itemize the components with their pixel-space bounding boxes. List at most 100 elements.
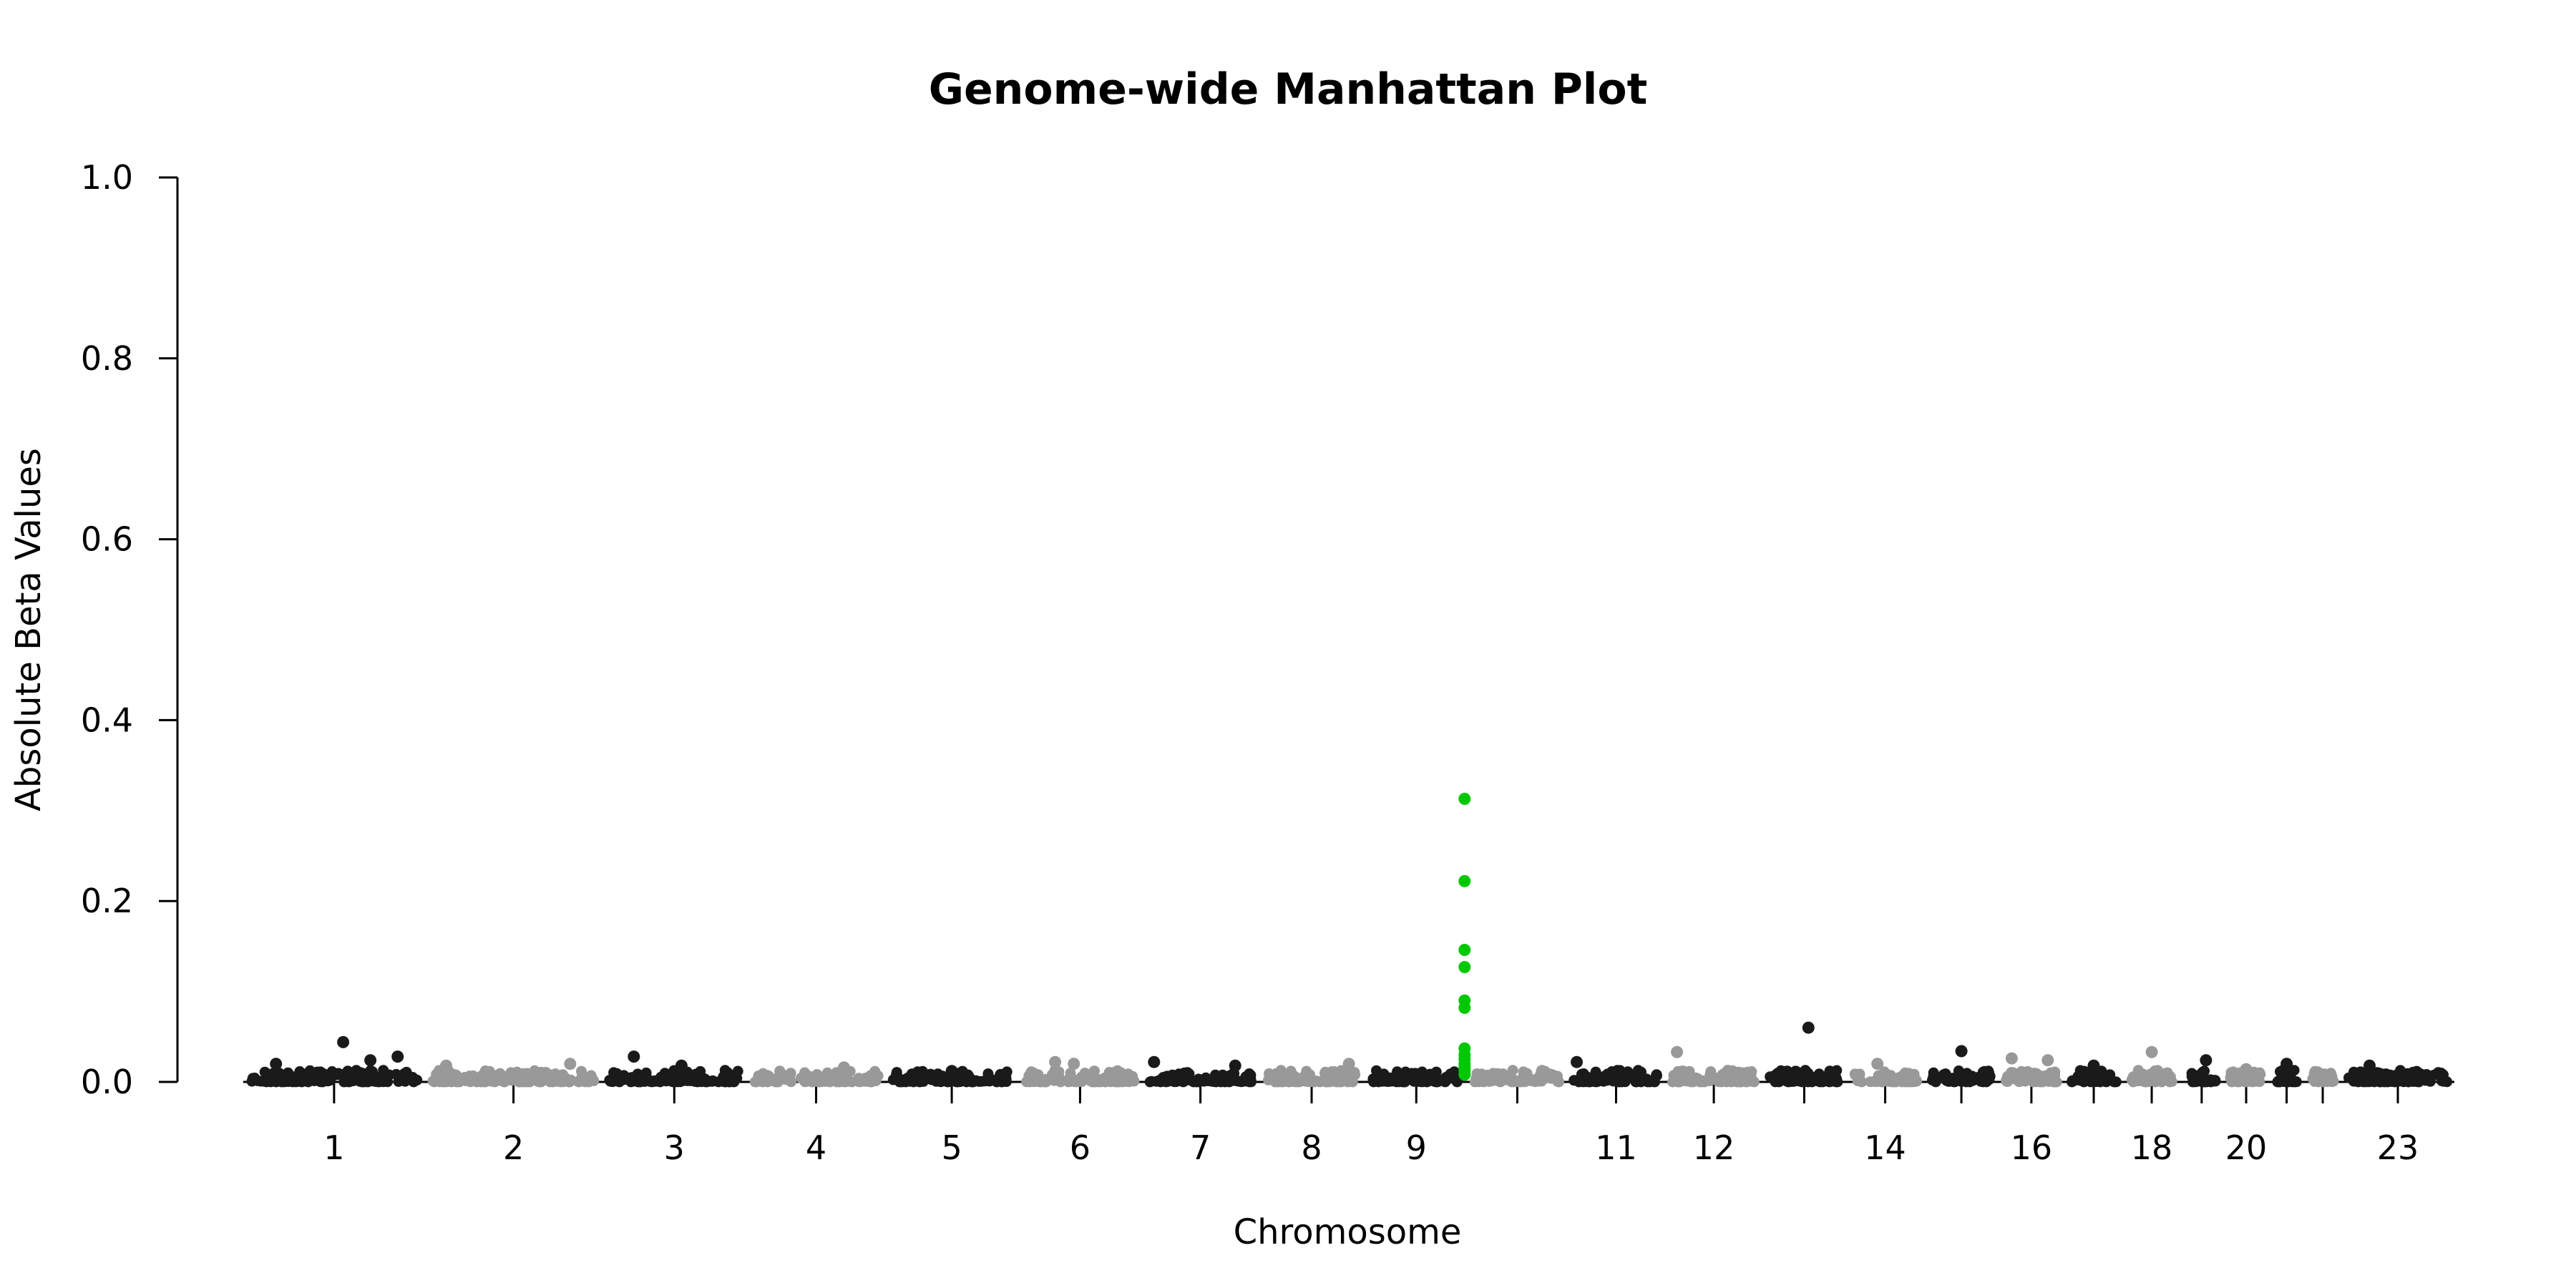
data-point (2415, 1073, 2426, 1084)
data-point (1740, 1070, 1751, 1080)
data-point (680, 1070, 691, 1081)
data-point (692, 1076, 703, 1088)
data-point (2283, 1076, 2294, 1088)
data-point (1889, 1073, 1901, 1084)
data-point (338, 1076, 350, 1088)
data-point (814, 1072, 825, 1083)
data-point (1790, 1065, 1802, 1077)
data-point (1221, 1075, 1233, 1087)
data-point (564, 1076, 575, 1088)
data-point (367, 1066, 378, 1078)
data-point (314, 1075, 326, 1087)
data-point (1517, 1073, 1528, 1084)
data-point (2158, 1073, 2170, 1084)
data-point (2435, 1068, 2446, 1080)
x-tick-label: 14 (1864, 1128, 1906, 1167)
data-point (1631, 1067, 1643, 1078)
data-point (1616, 1076, 1627, 1088)
y-tick-label: 0.4 (81, 701, 133, 739)
data-point (1278, 1072, 1289, 1083)
peak-point (2041, 1054, 2054, 1067)
data-point (1440, 1075, 1452, 1086)
x-tick-label: 7 (1190, 1128, 1211, 1167)
data-point (373, 1076, 384, 1088)
peak-point (440, 1059, 452, 1072)
data-point (1176, 1070, 1187, 1081)
data-point (1085, 1075, 1096, 1086)
data-point (555, 1076, 566, 1088)
data-point (2049, 1066, 2061, 1078)
data-point (1244, 1068, 1255, 1079)
peak-point (391, 1050, 404, 1063)
data-point (1586, 1075, 1598, 1087)
data-point (984, 1075, 995, 1087)
data-point (1144, 1076, 1156, 1088)
data-point (976, 1075, 987, 1087)
data-point (1828, 1075, 1839, 1087)
data-point (1350, 1069, 1361, 1080)
peak-point (1536, 1065, 1548, 1078)
data-point (1319, 1066, 1331, 1078)
data-point (1160, 1071, 1171, 1083)
data-point (756, 1073, 767, 1084)
data-point (444, 1072, 455, 1083)
y-tick-label: 0.2 (81, 882, 133, 920)
data-point (2273, 1076, 2284, 1088)
data-points (246, 1021, 2453, 1088)
peak-point (1229, 1059, 1241, 1072)
peak-point (337, 1035, 350, 1048)
x-axis-label: Chromosome (1234, 1212, 1462, 1252)
x-tick-label: 20 (2225, 1128, 2268, 1167)
data-point (1652, 1070, 1662, 1081)
data-point (1470, 1073, 1482, 1084)
y-tick-label: 0.8 (81, 339, 133, 378)
data-point (1110, 1076, 1121, 1088)
data-point (2209, 1075, 2220, 1086)
data-point (799, 1067, 811, 1078)
data-point (1327, 1073, 1339, 1085)
data-point (2049, 1076, 2061, 1088)
peak-point (675, 1059, 688, 1072)
highlighted-points (1458, 792, 1471, 1081)
data-point (530, 1069, 541, 1080)
data-point (2109, 1076, 2119, 1088)
data-point (1953, 1075, 1964, 1086)
data-point (1407, 1073, 1418, 1085)
data-point (1296, 1075, 1307, 1087)
peak-point (838, 1061, 850, 1074)
x-tick-label: 5 (941, 1128, 962, 1167)
data-point (937, 1070, 948, 1082)
data-point (1423, 1070, 1434, 1080)
data-point (1032, 1073, 1043, 1084)
data-point (951, 1076, 962, 1088)
data-point (1606, 1066, 1618, 1077)
data-point (2351, 1074, 2362, 1085)
data-point (1040, 1076, 1051, 1088)
peak-point (2240, 1063, 2253, 1075)
x-tick-label: 8 (1301, 1128, 1322, 1167)
x-tick-label: 1 (323, 1128, 344, 1167)
data-point (384, 1069, 395, 1080)
data-point (2424, 1075, 2436, 1087)
data-point (626, 1072, 637, 1083)
data-point (1850, 1070, 1861, 1080)
x-tick-label: 6 (1070, 1128, 1091, 1167)
data-point (1112, 1065, 1123, 1076)
data-point (276, 1076, 288, 1088)
data-point (720, 1076, 731, 1088)
data-point (831, 1076, 842, 1088)
data-point (2308, 1073, 2320, 1085)
data-point (2006, 1068, 2018, 1080)
data-point (522, 1068, 533, 1079)
data-point (397, 1070, 409, 1082)
data-point (1263, 1074, 1274, 1085)
data-point (479, 1075, 490, 1087)
highlighted-point (1458, 1001, 1471, 1014)
x-tick-label: 2 (503, 1128, 524, 1167)
data-point (917, 1065, 928, 1077)
x-tick-label: 9 (1406, 1128, 1427, 1167)
peak-point (1342, 1058, 1355, 1070)
x-tick-label: 18 (2131, 1128, 2173, 1167)
data-point (2078, 1075, 2089, 1087)
